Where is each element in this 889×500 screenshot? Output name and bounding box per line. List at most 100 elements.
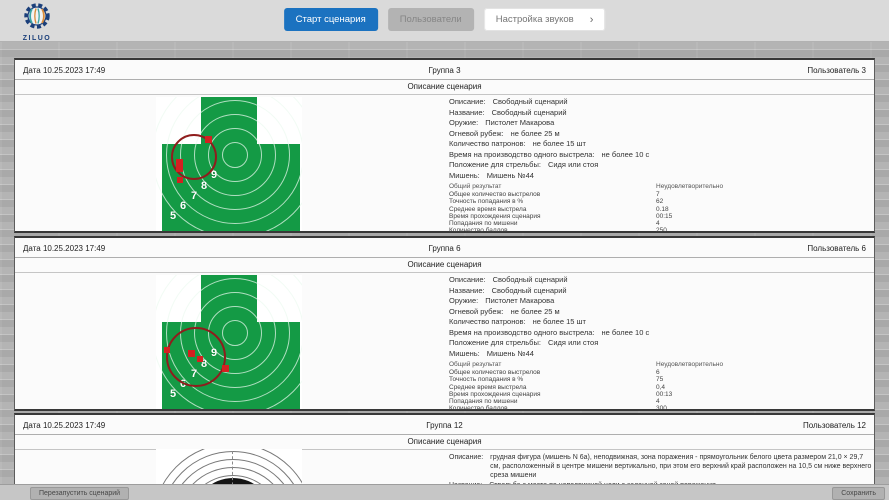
hit-marker (222, 365, 229, 372)
card-body: 9 8 7 6 5 Описание: Свободный сценарий На… (15, 273, 874, 412)
result-value: Неудовлетворительно (656, 361, 724, 368)
detail-value: Свободный сценарий (491, 107, 567, 117)
detail-label: Название: (449, 285, 485, 295)
stat-value: 0.18 (656, 205, 669, 213)
detail-value: не более 10 с (601, 149, 650, 159)
detail-label: Огневой рубеж: (449, 306, 504, 316)
stat-value: 4 (656, 220, 660, 228)
stat-row: Время прохождения сценария 00:15 (449, 213, 873, 220)
card-date: Дата 10.25.2023 17:49 (23, 244, 106, 253)
card-body: 9 8 7 6 5 Описание: Свободный сценарий На… (15, 95, 874, 234)
detail-label: Описание: (449, 454, 484, 461)
detail-value: не более 25 м (510, 128, 560, 138)
restart-scenario-button[interactable]: Перезапустить сценарий (30, 487, 130, 500)
gear-logo-icon (24, 3, 50, 29)
stat-label: Количество баллов (449, 405, 508, 413)
detail-row: Количество патронов: не более 15 шт (449, 317, 873, 328)
ring-number: 8 (201, 180, 208, 192)
card-user: Пользователь 12 (802, 421, 866, 430)
detail-value: не более 15 шт (532, 317, 586, 326)
detail-label: Время на производство одного выстрела: (449, 327, 595, 337)
logo-text: ZILUO (22, 35, 52, 42)
stat-label: Среднее время выстрела (449, 205, 527, 213)
hit-marker (177, 177, 183, 183)
card-section-title: Описание сценария (15, 80, 874, 95)
result-row: Общий результат Неудовлетворительно (449, 361, 873, 369)
stat-label: Время прохождения сценария (449, 212, 541, 220)
users-button[interactable]: Пользователи (387, 8, 474, 31)
detail-label: Огневой рубеж: (449, 128, 504, 138)
card-user: Пользователь 3 (807, 66, 866, 75)
result-row: Общий результат Неудовлетворительно (449, 183, 873, 191)
stat-label: Попадания по мишени (449, 398, 518, 406)
ring-number: 5 (170, 388, 177, 400)
start-scenario-button[interactable]: Старт сценария (283, 8, 378, 31)
detail-label: Время на производство одного выстрела: (449, 149, 595, 159)
save-button[interactable]: Сохранить (832, 487, 885, 500)
stat-row: Точность попадания в % 75 (449, 376, 873, 383)
stat-row: Общее количество выстрелов 6 (449, 369, 873, 376)
detail-row: Время на производство одного выстрела: не… (449, 150, 873, 161)
detail-label: Количество патронов: (449, 139, 526, 148)
detail-value: не более 15 шт (532, 139, 586, 148)
stat-row: Точность попадания в % 62 (449, 198, 873, 205)
detail-label: Название: (449, 107, 485, 117)
sound-settings-label: Настройка звуков (495, 14, 574, 25)
detail-value: Свободный сценарий (492, 275, 568, 284)
stat-row: Попадания по мишени 4 (449, 398, 873, 405)
stat-label: Точность попадания в % (449, 376, 524, 384)
detail-row: Положение для стрельбы: Сидя или стоя (449, 338, 873, 349)
detail-row: Количество патронов: не более 15 шт (449, 139, 873, 150)
card-section-title: Описание сценария (15, 258, 874, 273)
detail-label: Оружие: (449, 296, 479, 305)
card-group: Группа 3 (428, 66, 461, 75)
stat-value: 75 (656, 376, 664, 384)
detail-label: Описание: (449, 275, 486, 284)
stat-label: Среднее время выстрела (449, 383, 527, 391)
stat-row: Общее количество выстрелов 7 (449, 191, 873, 198)
stat-label: Общее количество выстрелов (449, 191, 541, 198)
card-user: Пользователь 6 (807, 244, 866, 253)
detail-label: Описание: (449, 97, 486, 106)
detail-row: Описание: Свободный сценарий (449, 97, 873, 108)
top-bar: ZILUO Старт сценария Пользователи Настро… (0, 0, 889, 42)
detail-label: Положение для стрельбы: (449, 338, 541, 347)
detail-row: Огневой рубеж: не более 25 м (449, 307, 873, 318)
detail-label: Количество патронов: (449, 317, 526, 326)
stat-value: 300 (656, 405, 667, 413)
hit-marker (176, 159, 183, 172)
detail-value: Пистолет Макарова (485, 296, 555, 305)
detail-row: Мишень: Мишень №44 (449, 349, 873, 360)
target-image: 9 8 7 6 5 (156, 97, 302, 231)
sound-settings-button[interactable]: Настройка звуков › (483, 8, 606, 31)
detail-label: Положение для стрельбы: (449, 160, 541, 169)
detail-row: Название: Свободный сценарий (449, 108, 873, 119)
stat-value: 00:15 (656, 212, 673, 220)
stat-label: Время прохождения сценария (449, 390, 541, 398)
detail-row: Описание: грудная фигура (мишень N 6а), н… (449, 453, 873, 480)
card-date: Дата 10.25.2023 17:49 (23, 66, 106, 75)
ring-number: 7 (191, 190, 198, 202)
stat-value: 0,4 (656, 383, 666, 391)
detail-row: Название: Свободный сценарий (449, 286, 873, 297)
detail-row: Оружие: Пистолет Макарова (449, 118, 873, 129)
detail-value: Сидя или стоя (547, 160, 599, 169)
detail-row: Оружие: Пистолет Макарова (449, 296, 873, 307)
detail-label: Мишень: (449, 348, 480, 358)
card-header: Дата 10.25.2023 17:49 Группа 3 Пользоват… (15, 60, 874, 80)
detail-value: грудная фигура (мишень N 6а), неподвижна… (490, 454, 872, 479)
stat-label: Количество баллов (449, 227, 508, 235)
stat-value: 00:13 (656, 390, 673, 398)
detail-value: Свободный сценарий (491, 285, 567, 295)
detail-value: Мишень №44 (486, 348, 534, 358)
hit-marker (164, 347, 170, 353)
detail-row: Огневой рубеж: не более 25 м (449, 129, 873, 140)
hit-marker (188, 350, 195, 357)
card-date: Дата 10.25.2023 17:49 (23, 421, 106, 430)
detail-value: не более 25 м (510, 306, 560, 316)
stat-row: Среднее время выстрела 0.18 (449, 206, 873, 213)
hit-marker (197, 356, 203, 362)
ring-number: 5 (170, 210, 177, 222)
card-header: Дата 10.25.2023 17:49 Группа 12 Пользова… (15, 415, 874, 435)
detail-value: Сидя или стоя (547, 338, 599, 347)
